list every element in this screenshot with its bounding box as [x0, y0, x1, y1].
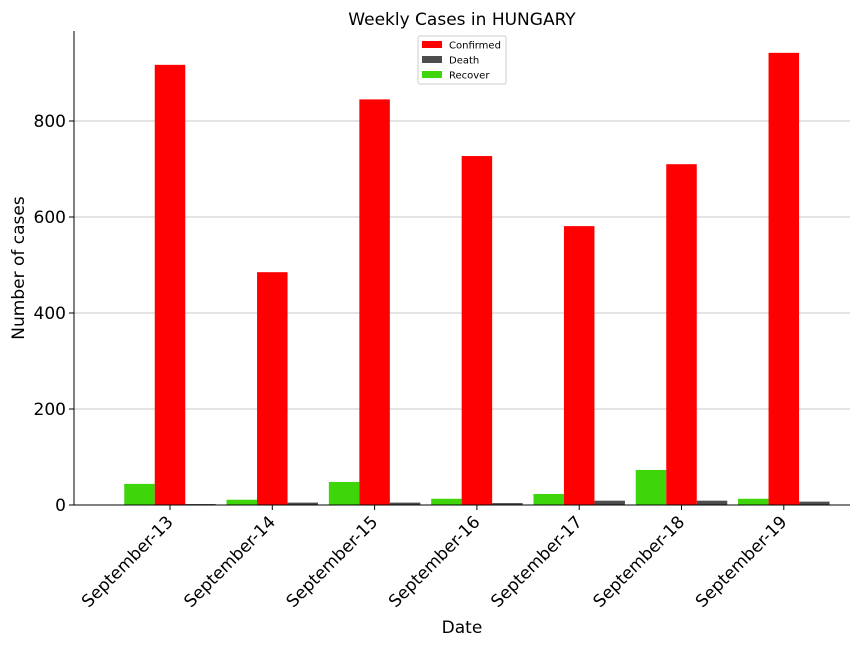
bar-confirmed [666, 164, 697, 505]
x-tick-label: September-19 [692, 512, 791, 611]
chart-title: Weekly Cases in HUNGARY [348, 10, 576, 30]
bar-confirmed [154, 64, 186, 505]
bar-confirmed [461, 156, 493, 506]
legend-swatch [422, 41, 442, 48]
legend-swatch [422, 56, 442, 63]
y-axis-label: Number of cases [9, 196, 29, 340]
legend-label: Recover [449, 71, 490, 82]
bar-death [799, 501, 830, 505]
x-tick-label: September-13 [78, 512, 177, 611]
y-tick-label: 600 [34, 208, 66, 228]
bar-recover [533, 493, 564, 505]
y-tick-label: 400 [34, 304, 66, 324]
y-tick-label: 0 [55, 496, 66, 516]
bar-confirmed [359, 99, 390, 506]
x-tick-label: September-15 [283, 512, 382, 611]
bar-recover [431, 498, 462, 505]
x-ticks: September-13 September-14 September-15 Sept… [78, 505, 791, 612]
bar-death [696, 500, 728, 505]
x-tick-label: September-17 [487, 512, 586, 611]
x-tick-label: September-14 [180, 512, 279, 611]
x-tick-label: September-16 [385, 512, 484, 611]
bar-death [287, 502, 319, 505]
bar-recover [328, 481, 360, 505]
bar-death [492, 503, 523, 505]
bar-recover [226, 499, 258, 505]
bar-death [594, 500, 625, 505]
legend: Confirmed Death Recover [417, 35, 507, 85]
bar-recover [124, 483, 155, 505]
legend-label: Confirmed [449, 41, 501, 52]
bars [124, 52, 830, 506]
y-tick-label: 200 [34, 400, 66, 420]
bar-recover [635, 469, 667, 505]
legend-swatch [422, 71, 442, 78]
legend-label: Death [449, 56, 479, 67]
bar-confirmed [563, 226, 595, 505]
x-tick-label: September-18 [590, 512, 689, 611]
bar-confirmed [257, 272, 288, 505]
x-axis-label: Date [442, 618, 483, 638]
bar-death [389, 502, 421, 505]
bar-confirmed [768, 52, 800, 506]
y-ticks: 0 200 400 600 800 [34, 112, 74, 516]
y-tick-label: 800 [34, 112, 66, 132]
bar-recover [738, 498, 769, 505]
